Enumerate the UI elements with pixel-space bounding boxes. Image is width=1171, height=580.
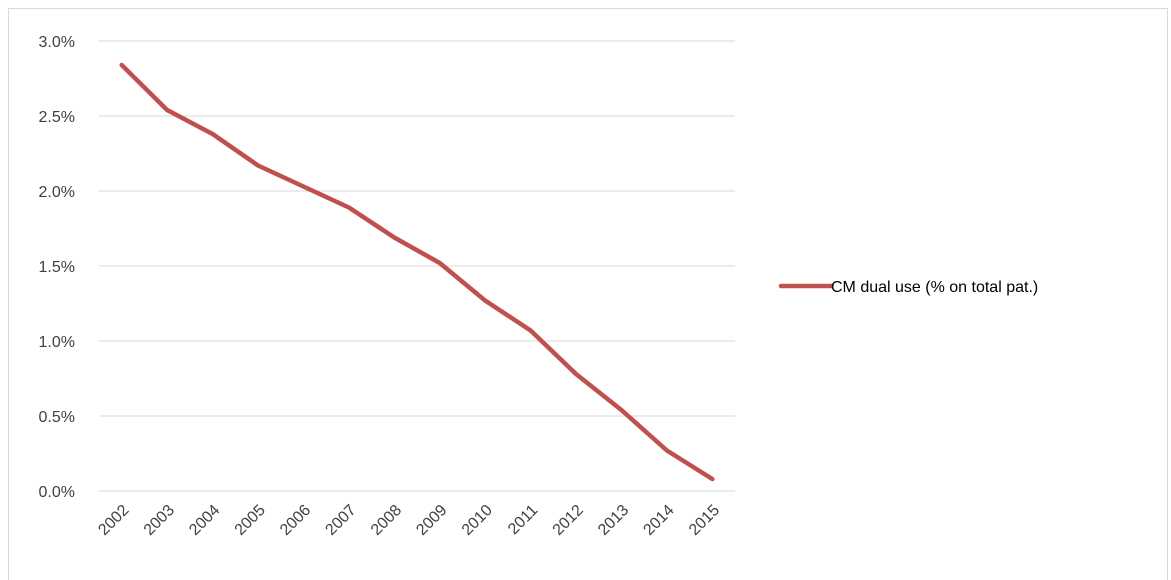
chart-frame: 0.0% 0.5% 1.0% 1.5% 2.0% 2.5% 3.0% 2002 2003 200…: [8, 8, 1168, 580]
x-tick-label: 2012: [550, 502, 587, 539]
x-tick-label: 2011: [505, 502, 541, 538]
y-axis-tick-labels: 0.0% 0.5% 1.0% 1.5% 2.0% 2.5% 3.0%: [39, 34, 75, 501]
series-line: [119, 62, 715, 482]
x-tick-label: 2003: [141, 502, 178, 539]
y-tick-label: 1.0%: [39, 334, 75, 351]
y-tick-label: 2.0%: [39, 184, 75, 201]
legend-label: CM dual use (% on total pat.): [831, 279, 1038, 296]
y-tick-label: 2.5%: [39, 109, 75, 126]
x-tick-label: 2010: [459, 502, 496, 539]
y-tick-label: 0.5%: [39, 409, 75, 426]
x-tick-label: 2015: [686, 502, 723, 539]
gridlines: [99, 40, 735, 492]
x-tick-label: 2005: [232, 502, 269, 539]
x-tick-label: 2008: [368, 502, 405, 539]
y-tick-label: 1.5%: [39, 259, 75, 276]
x-tick-label: 2014: [640, 502, 677, 539]
x-tick-label: 2004: [186, 502, 223, 539]
y-tick-label: 3.0%: [39, 34, 75, 51]
x-tick-label: 2002: [95, 502, 132, 539]
x-tick-label: 2013: [595, 502, 632, 539]
series-lines: [119, 62, 715, 482]
x-axis-tick-labels: 2002 2003 2004 2005 2006 2007 2008 2009 2010 2011…: [95, 502, 723, 539]
x-tick-label: 2006: [277, 502, 314, 539]
legend: CM dual use (% on total pat.): [778, 279, 1038, 296]
y-tick-label: 0.0%: [39, 484, 75, 501]
x-tick-label: 2009: [413, 502, 450, 539]
x-tick-label: 2007: [322, 502, 359, 539]
line-chart: 0.0%0.5%1.0%1.5%2.0%2.5%3.0% 2002 2003 200…: [39, 34, 1039, 539]
